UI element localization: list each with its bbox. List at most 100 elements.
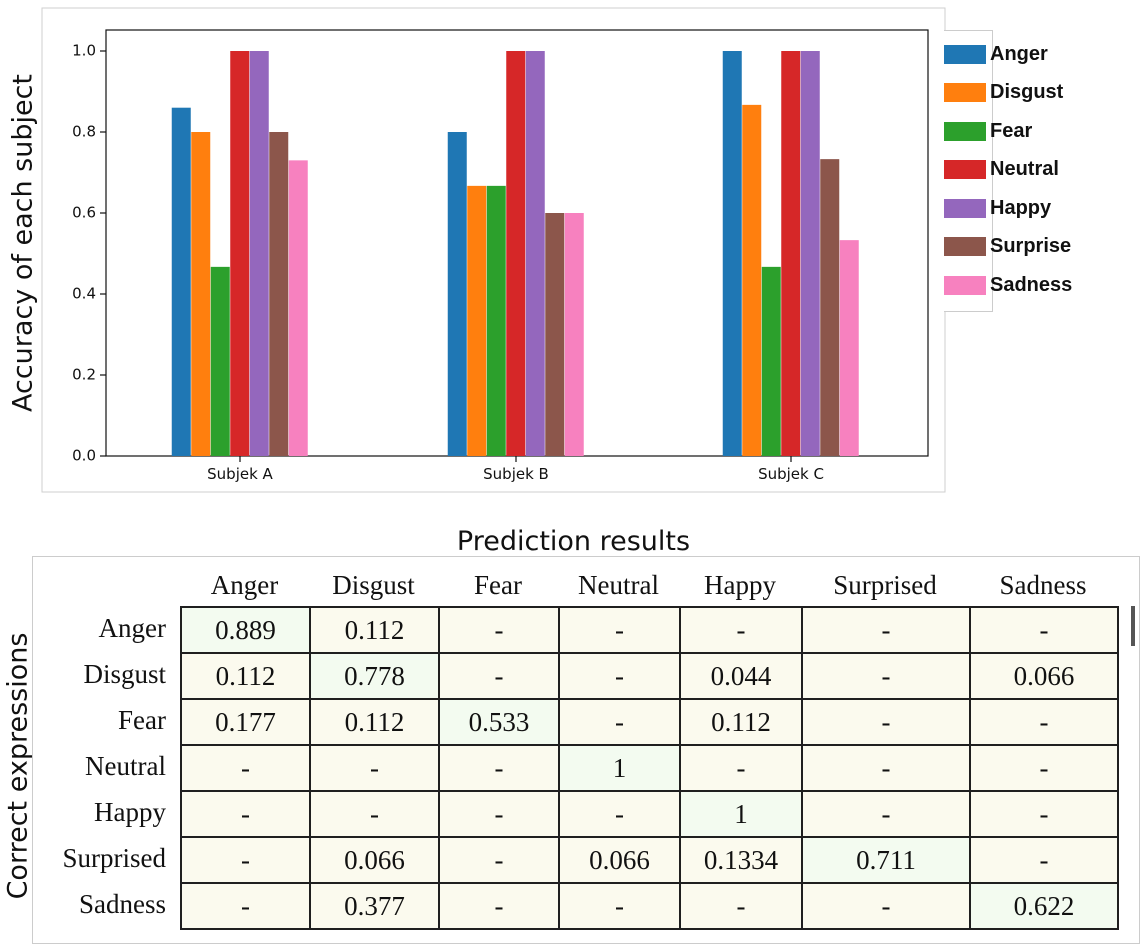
bar-surprise-3 — [820, 159, 840, 456]
x-tick-label: Subjek B — [483, 465, 549, 483]
legend-swatch — [944, 83, 986, 102]
bar-fear-2 — [486, 185, 506, 457]
legend-swatch — [944, 160, 986, 179]
legend-swatch — [944, 44, 986, 64]
y-tick-label: 0.6 — [72, 204, 96, 222]
legend-swatch — [944, 237, 986, 256]
y-tick-label: 0.2 — [72, 366, 96, 384]
legend-swatch — [944, 121, 986, 141]
matrix-cell: - — [438, 836, 560, 884]
y-ticks: 0.0 0.2 0.4 0.6 0.8 1.0 — [72, 42, 106, 465]
matrix-row: ---1--- — [180, 744, 1119, 792]
bar-chart: 0.00.20.40.60.81.0 Subjek A Subjek B Subje… — [8, 7, 946, 493]
matrix-cell: - — [438, 882, 560, 930]
matrix-column-header: Surprised — [833, 570, 937, 600]
matrix-row: 0.177 0.112 0.533-0.112- - — [180, 698, 1119, 746]
matrix-cell: - — [438, 652, 560, 700]
matrix-cell: - — [679, 606, 803, 654]
bar-anger-2 — [447, 132, 467, 456]
bar-happy-3 — [800, 51, 820, 456]
matrix-title: Prediction results — [456, 526, 691, 557]
bar-neutral-3 — [781, 51, 801, 456]
bar-surprise-2 — [545, 213, 565, 456]
matrix-column-header: Fear — [474, 570, 522, 600]
legend-item-fear: Fear — [944, 119, 1032, 143]
y-tick-label: 1.0 — [72, 42, 96, 60]
legend-label: Anger — [990, 42, 1048, 65]
matrix-cell: - — [180, 744, 311, 792]
bar-disgust-1 — [191, 132, 211, 456]
bars — [171, 51, 859, 457]
matrix-cell: - — [969, 790, 1119, 838]
legend-item-anger: Anger — [944, 42, 1048, 66]
matrix-cell: 0.066 — [969, 652, 1119, 700]
matrix-cell: - — [438, 790, 560, 838]
legend-swatch — [944, 275, 986, 295]
legend-label: Disgust — [990, 81, 1064, 103]
matrix-cell: - — [679, 744, 803, 792]
legend-label: Happy — [990, 196, 1052, 219]
matrix-cell: - — [309, 744, 440, 792]
matrix-column-header: Sadness — [999, 570, 1087, 600]
matrix-row: 0.112 0.778- -0.044-0.066 — [180, 652, 1119, 700]
matrix-cell: 0.778 — [309, 652, 440, 700]
matrix-row-header: Surprised — [62, 843, 167, 873]
matrix-cell: 0.112 — [679, 698, 803, 746]
matrix-cell: - — [438, 606, 560, 654]
matrix-cell: - — [558, 790, 681, 838]
matrix-cell: 0.066 — [558, 836, 681, 884]
matrix-cell: 0.622 — [969, 882, 1119, 930]
legend-label: Surprise — [990, 235, 1072, 257]
bar-neutral-2 — [506, 51, 526, 456]
bar-happy-2 — [525, 51, 545, 456]
matrix-row-header: Anger — [98, 613, 166, 643]
legend-item-happy: Happy — [944, 196, 1051, 220]
bar-disgust-3 — [742, 104, 762, 457]
legend-label: Sadness — [990, 273, 1073, 296]
matrix-cell: - — [558, 606, 681, 654]
legend-item-surprise: Surprise — [944, 235, 1071, 259]
y-tick-label: 0.4 — [72, 285, 96, 303]
matrix-cell: - — [679, 882, 803, 930]
matrix-cell: 0.044 — [679, 652, 803, 700]
matrix-cell: 0.112 — [309, 606, 440, 654]
y-axis-label: Accuracy of each subject — [8, 74, 39, 412]
matrix-row: -0.377- - - -0.622 — [180, 882, 1119, 930]
confusion-matrix: 0.889 0.112- - - - -0.112 0.778- -0.044-0.066 0.… — [180, 606, 1119, 930]
matrix-cell: - — [180, 790, 311, 838]
legend-label: Fear — [990, 119, 1033, 142]
matrix-row: 0.889 0.112- - - - - — [180, 606, 1119, 654]
matrix-cell: - — [801, 606, 971, 654]
matrix-cell: - — [801, 790, 971, 838]
matrix-column-header: Happy — [704, 570, 776, 600]
x-tick-label: Subjek C — [758, 465, 824, 483]
bar-happy-1 — [249, 51, 269, 456]
bar-fear-3 — [761, 266, 781, 456]
matrix-cell: - — [969, 836, 1119, 884]
matrix-cell: 0.112 — [309, 698, 440, 746]
matrix-cell: 1 — [558, 744, 681, 792]
matrix-cell: - — [801, 698, 971, 746]
matrix-cell: - — [309, 790, 440, 838]
matrix-row-header: Neutral — [85, 751, 166, 781]
matrix-cell: - — [969, 744, 1119, 792]
matrix-row: ----1-- — [180, 790, 1119, 838]
scrollbar-thumb[interactable] — [1131, 606, 1135, 646]
x-tick-label: Subjek A — [207, 465, 273, 483]
matrix-column-header: Disgust — [332, 570, 415, 600]
bar-fear-1 — [210, 266, 230, 456]
bar-neutral-1 — [230, 51, 250, 456]
matrix-cell: - — [969, 606, 1119, 654]
matrix-cell: - — [558, 698, 681, 746]
bar-sadness-3 — [839, 240, 859, 456]
matrix-cell: - — [558, 652, 681, 700]
y-tick-label: 0.0 — [72, 447, 96, 465]
legend-item-disgust: Disgust — [944, 81, 1063, 105]
matrix-cell: 0.066 — [309, 836, 440, 884]
matrix-y-axis-label-text: Correct expressions — [2, 632, 34, 900]
matrix-cell: 0.177 — [180, 698, 311, 746]
matrix-cell: - — [558, 882, 681, 930]
matrix-cell: - — [969, 698, 1119, 746]
legend-swatch — [944, 198, 986, 218]
matrix-cell: - — [801, 744, 971, 792]
